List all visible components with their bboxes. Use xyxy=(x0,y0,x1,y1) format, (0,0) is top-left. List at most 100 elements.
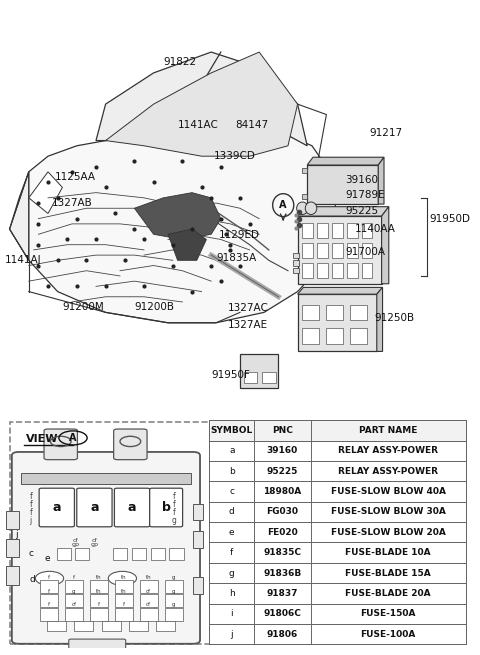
Text: 91950F: 91950F xyxy=(211,370,250,380)
Bar xyxy=(302,194,307,199)
Text: A: A xyxy=(69,433,77,443)
Text: b: b xyxy=(162,501,170,514)
Circle shape xyxy=(36,571,63,586)
Bar xyxy=(165,580,182,593)
Bar xyxy=(6,567,19,585)
Text: 1327AC: 1327AC xyxy=(228,303,269,313)
Text: d: d xyxy=(229,508,235,516)
Bar xyxy=(332,263,343,278)
Text: a: a xyxy=(90,501,99,514)
Bar xyxy=(317,243,328,257)
Bar xyxy=(102,621,120,631)
Bar xyxy=(90,580,108,593)
Bar xyxy=(209,542,466,563)
Text: g: g xyxy=(172,603,175,607)
Text: FUSE-BLADE 20A: FUSE-BLADE 20A xyxy=(346,589,431,598)
Bar xyxy=(40,608,58,621)
Text: g: g xyxy=(172,516,177,525)
Text: f: f xyxy=(29,508,32,517)
Text: 91835C: 91835C xyxy=(264,548,301,557)
Text: f: f xyxy=(73,574,75,580)
Text: cf: cf xyxy=(146,603,151,607)
Text: e: e xyxy=(44,554,50,563)
Polygon shape xyxy=(134,193,221,240)
Bar xyxy=(57,548,71,560)
Text: 91200B: 91200B xyxy=(134,302,174,312)
Bar xyxy=(209,522,466,542)
Text: PART NAME: PART NAME xyxy=(359,426,418,435)
Text: FUSE-SLOW BLOW 40A: FUSE-SLOW BLOW 40A xyxy=(331,487,445,496)
FancyBboxPatch shape xyxy=(12,452,200,644)
Text: f: f xyxy=(29,492,32,501)
Bar xyxy=(317,223,328,238)
Polygon shape xyxy=(106,52,298,156)
Text: cf: cf xyxy=(72,603,76,607)
FancyBboxPatch shape xyxy=(69,639,126,655)
Bar xyxy=(193,504,204,520)
FancyBboxPatch shape xyxy=(10,422,466,644)
Bar xyxy=(113,548,127,560)
Text: 18980A: 18980A xyxy=(263,487,301,496)
Text: 1327AE: 1327AE xyxy=(228,320,268,330)
Bar xyxy=(115,594,133,607)
Bar xyxy=(132,548,146,560)
Text: a: a xyxy=(52,501,61,514)
Text: FG030: FG030 xyxy=(266,508,299,516)
Bar xyxy=(6,511,19,529)
Bar xyxy=(362,243,372,257)
Text: 91806: 91806 xyxy=(267,629,298,639)
Polygon shape xyxy=(378,157,384,204)
Text: gp: gp xyxy=(72,542,79,547)
Bar xyxy=(302,168,307,173)
Polygon shape xyxy=(377,288,383,352)
Bar xyxy=(209,502,466,522)
Bar xyxy=(40,580,58,593)
Bar xyxy=(209,421,466,441)
Polygon shape xyxy=(298,294,377,352)
Circle shape xyxy=(297,202,308,214)
Text: b: b xyxy=(229,467,235,476)
Bar xyxy=(193,578,204,594)
Text: 1141AC: 1141AC xyxy=(178,120,218,130)
Polygon shape xyxy=(240,354,278,388)
Bar xyxy=(326,328,343,344)
Text: h: h xyxy=(229,589,235,598)
Text: FUSE-SLOW BLOW 30A: FUSE-SLOW BLOW 30A xyxy=(331,508,445,516)
Text: 91200M: 91200M xyxy=(62,302,104,312)
Bar xyxy=(140,580,157,593)
Text: 84147: 84147 xyxy=(235,120,268,130)
Bar xyxy=(90,608,108,621)
Bar xyxy=(74,621,93,631)
Bar xyxy=(347,243,358,257)
Text: 1129ED: 1129ED xyxy=(218,231,259,240)
Text: 91700A: 91700A xyxy=(346,247,385,257)
Text: a: a xyxy=(229,447,235,455)
FancyBboxPatch shape xyxy=(114,429,147,460)
Bar xyxy=(193,531,204,548)
Text: SYMBOL: SYMBOL xyxy=(211,426,253,435)
Text: th: th xyxy=(96,574,102,580)
Bar xyxy=(347,223,358,238)
Text: g: g xyxy=(72,589,76,593)
Text: f: f xyxy=(29,500,32,509)
Text: A: A xyxy=(279,200,287,210)
Text: g: g xyxy=(229,569,235,578)
Bar xyxy=(115,580,133,593)
Text: th: th xyxy=(121,574,127,580)
Bar xyxy=(169,548,183,560)
Polygon shape xyxy=(29,172,62,214)
Bar xyxy=(151,548,165,560)
Text: f: f xyxy=(48,589,50,593)
Text: 1141AJ: 1141AJ xyxy=(5,255,41,265)
Bar xyxy=(317,263,328,278)
Bar xyxy=(302,223,313,238)
Circle shape xyxy=(305,202,317,214)
Polygon shape xyxy=(10,172,29,260)
Bar xyxy=(293,253,299,257)
Bar xyxy=(302,243,313,257)
Text: f: f xyxy=(173,508,176,517)
Bar xyxy=(209,583,466,603)
Text: 91950D: 91950D xyxy=(430,214,470,223)
Text: j: j xyxy=(15,531,18,540)
Bar xyxy=(209,624,466,645)
